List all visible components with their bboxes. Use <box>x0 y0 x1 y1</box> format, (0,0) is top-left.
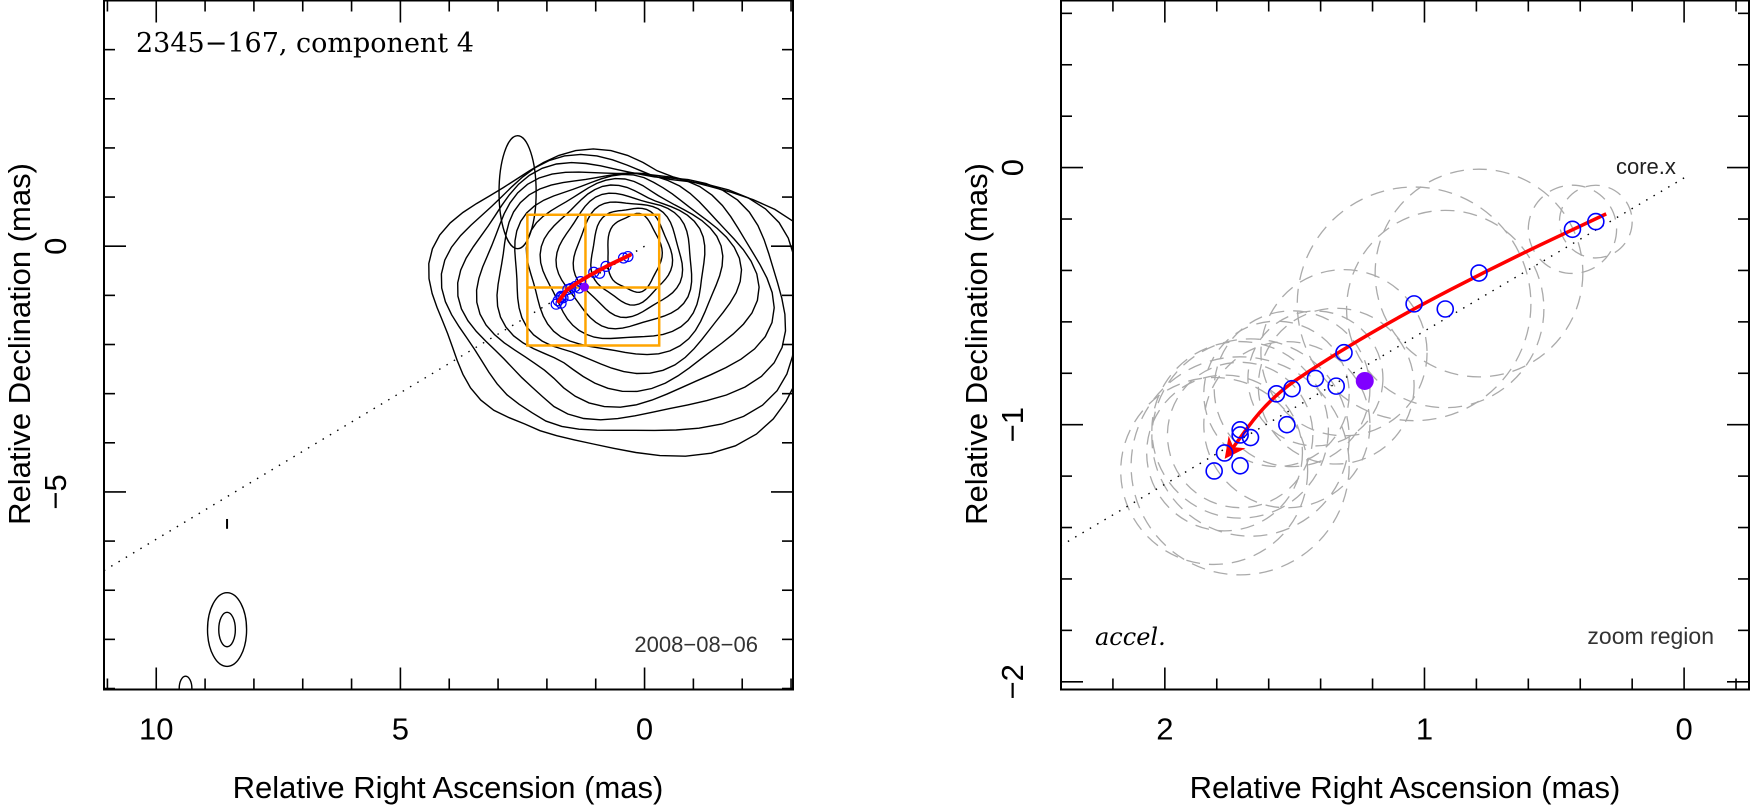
axis-ticks: 2 1 0 0 −1 −2 <box>995 0 1749 747</box>
contour-blob <box>206 591 248 668</box>
component-size-circle <box>1374 168 1584 378</box>
contour-blob <box>498 134 537 250</box>
component-position-marker <box>1241 428 1260 447</box>
plot-frame <box>1060 0 1750 691</box>
component-position-marker <box>1436 300 1455 318</box>
component-size-circle <box>1558 184 1633 259</box>
y-axis-title: Relative Declination (mas) <box>959 163 994 525</box>
component-size-circle <box>1146 374 1304 532</box>
component-position-marker <box>1563 220 1582 239</box>
component-position-marker <box>1405 295 1423 313</box>
contour-level <box>514 173 743 375</box>
component-size-circle <box>1260 268 1428 437</box>
component-position-marker <box>1231 426 1249 444</box>
trajectory <box>1224 212 1607 459</box>
x-tick-label: 2 <box>1156 712 1173 747</box>
jet-axis-dotted-line <box>1061 177 1685 547</box>
contour-level <box>539 184 706 340</box>
x-tick-label: 1 <box>1416 712 1433 747</box>
y-tick-label: −2 <box>995 664 1030 699</box>
zoom-region-label: zoom region <box>1587 623 1714 649</box>
component-size-circle <box>1296 186 1532 422</box>
y-tick-label: −1 <box>995 407 1030 442</box>
contour-level <box>496 172 760 393</box>
y-tick-label: 0 <box>995 159 1030 176</box>
contour-level <box>572 201 684 319</box>
plot-frame <box>103 0 794 691</box>
component-size-circle <box>1257 307 1415 465</box>
component-position-marker <box>617 252 630 264</box>
component-position-marker <box>1587 212 1605 231</box>
reference-point-marker <box>1355 371 1374 390</box>
contour-level <box>525 177 724 356</box>
contour-level <box>440 153 793 432</box>
x-axis-title: Relative Right Ascension (mas) <box>1190 770 1621 805</box>
component-position-marker <box>1335 343 1353 362</box>
component-position-marker <box>1283 379 1301 398</box>
component-position-marker <box>555 290 567 302</box>
component-positions <box>1205 212 1605 480</box>
contour-level <box>607 212 664 294</box>
component-position-marker <box>1278 415 1296 434</box>
x-tick-label: 0 <box>1675 712 1692 747</box>
axis-ticks: 10 5 0 0 −5 <box>38 0 793 747</box>
y-tick-label: −5 <box>38 474 73 509</box>
component-size-circle <box>1203 320 1350 468</box>
date-label: 2008−08−06 <box>634 632 758 657</box>
y-axis-title: Relative Declination (mas) <box>2 163 37 525</box>
component-position-marker <box>600 260 612 272</box>
y-tick-label: 0 <box>38 238 73 255</box>
component-size-circle <box>1120 376 1309 566</box>
model-label: accel. <box>1095 623 1166 651</box>
contour-blob <box>218 611 237 648</box>
component-size-circle <box>1247 310 1384 447</box>
component-position-marker <box>1327 377 1345 395</box>
right-panel: 2 1 0 0 −1 −2 core.x accel. zoom region Relat… <box>959 0 1750 805</box>
jet-axis-line <box>1061 177 1685 547</box>
core-label: core.x <box>1616 154 1676 179</box>
component-position-marker <box>1231 457 1249 475</box>
chart-title: 2345−167, component 4 <box>136 28 474 59</box>
component-size-circle <box>1166 361 1314 509</box>
component-size-circle <box>1345 209 1545 409</box>
contour-level <box>555 192 693 330</box>
reference-point-marker <box>579 282 589 292</box>
trajectory-line <box>556 253 632 304</box>
jet-axis-dotted-line <box>104 245 645 572</box>
component-size-circle <box>1151 340 1330 519</box>
component-position-marker <box>1306 369 1325 388</box>
component-position-marker <box>1470 264 1488 282</box>
component-size-circle <box>1130 356 1350 576</box>
zoom-box-outline <box>526 213 661 347</box>
contour-level <box>456 161 787 421</box>
component-position-marker <box>1205 462 1223 480</box>
component-size-circle <box>1527 184 1618 275</box>
component-positions <box>550 250 634 310</box>
contour-level <box>590 207 674 306</box>
jet-axis-line <box>104 245 645 572</box>
component-position-marker <box>1215 444 1234 462</box>
left-panel: 10 5 0 0 −5 2345−167, component 4 2008−08−06… <box>2 0 794 805</box>
x-tick-label: 5 <box>392 712 409 747</box>
component-size-circles <box>1120 168 1633 576</box>
component-size-circle <box>1213 310 1371 468</box>
x-axis-title: Relative Right Ascension (mas) <box>233 770 664 805</box>
x-tick-label: 10 <box>139 712 173 747</box>
contour-level <box>428 148 793 457</box>
contour-level <box>475 171 775 408</box>
contour-map <box>178 134 793 689</box>
trajectory-arrow <box>1224 212 1607 459</box>
component-size-circle <box>1203 340 1371 509</box>
x-tick-label: 0 <box>636 712 653 747</box>
component-position-marker <box>1267 385 1286 403</box>
